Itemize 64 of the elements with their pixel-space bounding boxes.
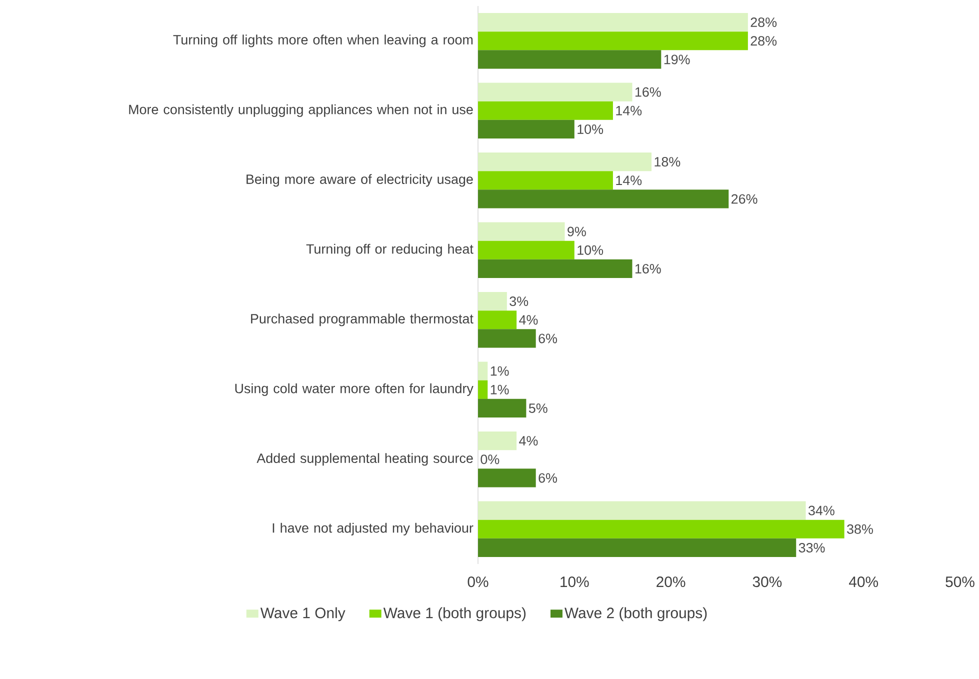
- bar: [478, 468, 536, 488]
- bar: [478, 538, 796, 558]
- data-label: 4%: [519, 436, 538, 446]
- data-label: 6%: [538, 334, 557, 344]
- bar: [478, 50, 662, 69]
- data-label: 16%: [635, 264, 661, 274]
- data-label: 5%: [528, 404, 548, 413]
- data-label: 28%: [750, 18, 777, 28]
- data-label: 4%: [519, 315, 538, 325]
- x-tick-label: 50%: [946, 576, 974, 588]
- y-tick-label: Turning off lights more often when leaving a room: [173, 34, 473, 48]
- bar: [478, 329, 536, 348]
- y-tick-label: Added supplemental heating source: [256, 453, 473, 466]
- legend-label: Wave 1 Only: [260, 607, 346, 622]
- bar: [478, 431, 517, 450]
- bar: [478, 152, 652, 172]
- bar: [478, 362, 488, 380]
- bar: [478, 101, 613, 120]
- bar: [478, 501, 806, 520]
- bar: [478, 12, 748, 32]
- data-label: 33%: [798, 542, 825, 552]
- data-label: 3%: [510, 296, 528, 306]
- bar: [478, 190, 729, 208]
- bar: [478, 171, 613, 190]
- bar: [478, 380, 488, 399]
- bar: [478, 398, 526, 418]
- bar: [478, 240, 574, 260]
- data-label: 10%: [578, 245, 604, 255]
- bar: [478, 82, 632, 102]
- data-label: 34%: [808, 506, 834, 516]
- data-label: 26%: [732, 194, 758, 204]
- y-tick-label: Purchased programmable thermostat: [251, 314, 474, 326]
- data-label: 14%: [616, 106, 642, 116]
- legend-label: Wave 1 (both groups): [383, 607, 526, 622]
- y-tick-label: Using cold water more often for laundry: [235, 383, 474, 396]
- data-label: 9%: [568, 226, 586, 236]
- bar: [478, 310, 517, 330]
- bar: [478, 259, 632, 278]
- y-tick-label: More consistently unplugging appliances when not in use: [129, 104, 473, 117]
- bar: [478, 292, 507, 311]
- data-label: 0%: [480, 454, 500, 464]
- data-label: 16%: [635, 87, 661, 97]
- data-label: 10%: [578, 124, 604, 134]
- x-tick-label: 20%: [656, 576, 686, 588]
- bar: [478, 120, 574, 139]
- bar: [478, 520, 844, 538]
- data-label: 28%: [750, 36, 777, 46]
- x-tick-label: 30%: [752, 576, 782, 588]
- data-label: 1%: [490, 366, 509, 376]
- data-label: 19%: [664, 54, 690, 64]
- y-tick-label: I have not adjusted my behaviour: [272, 522, 474, 536]
- x-tick-label: 40%: [848, 576, 878, 588]
- x-tick-label: 10%: [560, 576, 589, 588]
- bar: [478, 222, 565, 241]
- legend-label: Wave 2 (both groups): [564, 607, 707, 622]
- bar: [478, 32, 748, 50]
- data-label: 18%: [654, 157, 680, 167]
- data-label: 38%: [847, 524, 873, 534]
- data-label: 6%: [538, 473, 557, 483]
- data-label: 14%: [616, 176, 642, 186]
- data-label: 1%: [490, 384, 509, 394]
- y-tick-label: Turning off or reducing heat: [306, 244, 474, 256]
- y-tick-label: Being more aware of electricity usage: [246, 174, 473, 187]
- x-tick-label: 0%: [468, 576, 488, 588]
